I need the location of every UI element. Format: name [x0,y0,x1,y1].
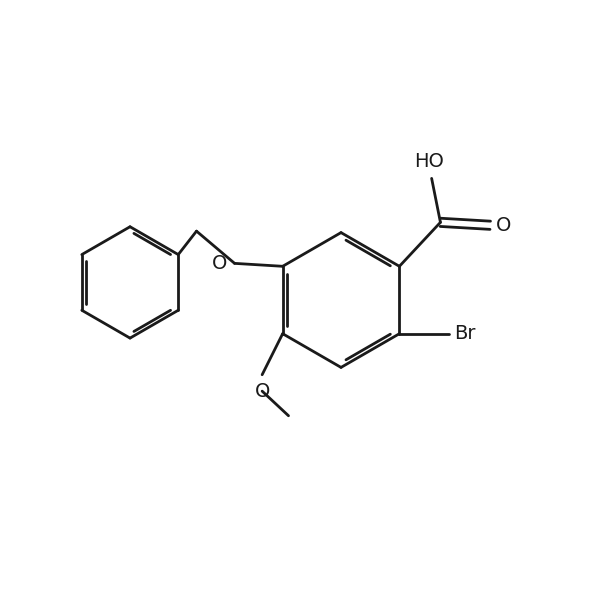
Text: Br: Br [454,324,475,343]
Text: HO: HO [414,152,443,172]
Text: O: O [496,216,511,235]
Text: O: O [254,382,270,401]
Text: O: O [212,254,227,273]
